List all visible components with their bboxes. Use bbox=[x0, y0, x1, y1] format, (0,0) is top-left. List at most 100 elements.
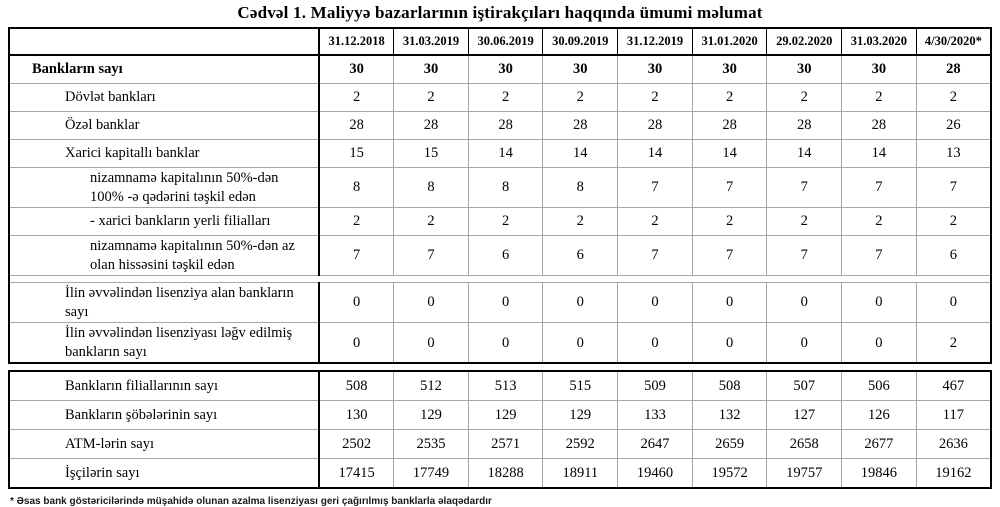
table-row: Dövlət bankları 2 2 2 2 2 2 2 2 2 bbox=[8, 83, 992, 112]
cell-value: 2 bbox=[542, 207, 619, 237]
cell-value: 0 bbox=[617, 322, 693, 364]
cell-value: 28 bbox=[841, 111, 917, 140]
table-row: nizamnamə kapitalının 50%-dən 100% -ə qə… bbox=[8, 166, 992, 209]
cell-value: 2 bbox=[841, 83, 917, 112]
row-label: nizamnamə kapitalının 50%-dən az olan hi… bbox=[8, 235, 320, 277]
cell-value: 6 bbox=[467, 235, 544, 277]
row-label: Bankların sayı bbox=[8, 54, 320, 84]
cell-value: 0 bbox=[841, 282, 917, 324]
cell-value: 0 bbox=[542, 282, 619, 324]
cell-value: 30 bbox=[691, 54, 768, 84]
financial-participants-table: 31.12.2018 31.03.2019 30.06.2019 30.09.2019… bbox=[8, 27, 992, 365]
cell-value: 19572 bbox=[691, 458, 768, 489]
cell-value: 28 bbox=[915, 54, 992, 84]
column-header: 31.12.2018 bbox=[318, 27, 395, 56]
cell-value: 129 bbox=[467, 400, 544, 431]
cell-value: 15 bbox=[393, 139, 469, 168]
cell-value: 14 bbox=[617, 139, 693, 168]
column-header: 31.01.2020 bbox=[691, 27, 768, 56]
row-label: Bankların filiallarının sayı bbox=[8, 370, 320, 402]
cell-value: 0 bbox=[467, 282, 544, 324]
cell-value: 17415 bbox=[318, 458, 395, 489]
cell-value: 506 bbox=[841, 370, 917, 402]
cell-value: 14 bbox=[542, 139, 619, 168]
cell-value: 132 bbox=[691, 400, 768, 431]
cell-value: 127 bbox=[766, 400, 843, 431]
table-row: İlin əvvəlindən lisenziya alan bankların… bbox=[8, 282, 992, 324]
cell-value: 17749 bbox=[393, 458, 469, 489]
cell-value: 0 bbox=[318, 322, 395, 364]
cell-value: 2502 bbox=[318, 429, 395, 460]
cell-value: 6 bbox=[542, 235, 619, 277]
cell-value: 0 bbox=[467, 322, 544, 364]
cell-value: 0 bbox=[318, 282, 395, 324]
cell-value: 2636 bbox=[915, 429, 992, 460]
cell-value: 513 bbox=[467, 370, 544, 402]
cell-value: 0 bbox=[766, 282, 843, 324]
cell-value: 14 bbox=[691, 139, 768, 168]
cell-value: 2 bbox=[915, 83, 992, 112]
cell-value: 467 bbox=[915, 370, 992, 402]
cell-value: 28 bbox=[766, 111, 843, 140]
cell-value: 2 bbox=[393, 207, 469, 237]
row-label: ATM-lərin sayı bbox=[8, 429, 320, 460]
cell-value: 7 bbox=[841, 166, 917, 209]
cell-value: 18288 bbox=[467, 458, 544, 489]
table-header: 31.12.2018 31.03.2019 30.06.2019 30.09.2019… bbox=[8, 27, 992, 56]
cell-value: 7 bbox=[691, 166, 768, 209]
cell-value: 26 bbox=[915, 111, 992, 140]
cell-value: 507 bbox=[766, 370, 843, 402]
page-title: Cədvəl 1. Maliyyə bazarlarının iştirakçı… bbox=[237, 3, 763, 22]
row-label: İşçilərin sayı bbox=[8, 458, 320, 489]
cell-value: 30 bbox=[467, 54, 544, 84]
cell-value: 8 bbox=[393, 166, 469, 209]
spacer-cell bbox=[9, 275, 991, 284]
table-row: Bankların şöbələrinin sayı 130 129 129 129 13… bbox=[8, 400, 992, 431]
cell-value: 30 bbox=[841, 54, 917, 84]
cell-value: 117 bbox=[915, 400, 992, 431]
table-row: Özəl banklar 28 28 28 28 28 28 28 28 26 bbox=[8, 111, 992, 140]
cell-value: 8 bbox=[318, 166, 395, 209]
row-label: Bankların şöbələrinin sayı bbox=[8, 400, 320, 431]
table-row: İşçilərin sayı 17415 17749 18288 18911 19460 1… bbox=[8, 458, 992, 489]
cell-value: 19757 bbox=[766, 458, 843, 489]
column-header: 30.06.2019 bbox=[467, 27, 544, 56]
cell-value: 28 bbox=[617, 111, 693, 140]
table-row: İlin əvvəlindən lisenziyası ləğv edilmiş… bbox=[8, 322, 992, 364]
cell-value: 2658 bbox=[766, 429, 843, 460]
row-label: İlin əvvəlindən lisenziya alan bankların… bbox=[8, 282, 320, 324]
cell-value: 6 bbox=[915, 235, 992, 277]
cell-value: 2 bbox=[691, 83, 768, 112]
cell-value: 30 bbox=[393, 54, 469, 84]
cell-value: 2 bbox=[617, 207, 693, 237]
table-row: ATM-lərin sayı 2502 2535 2571 2592 2647 2659 26… bbox=[8, 429, 992, 460]
cell-value: 512 bbox=[393, 370, 469, 402]
cell-value: 0 bbox=[691, 322, 768, 364]
infrastructure-table: Bankların filiallarının sayı 508 512 513 515… bbox=[8, 370, 992, 490]
cell-value: 133 bbox=[617, 400, 693, 431]
cell-value: 30 bbox=[318, 54, 395, 84]
cell-value: 30 bbox=[542, 54, 619, 84]
cell-value: 19162 bbox=[915, 458, 992, 489]
cell-value: 8 bbox=[542, 166, 619, 209]
cell-value: 0 bbox=[915, 282, 992, 324]
column-header: 29.02.2020 bbox=[766, 27, 843, 56]
row-label: Xarici kapitallı banklar bbox=[8, 139, 320, 168]
table-row: - xarici bankların yerli filialları 2 2 2 2 2… bbox=[8, 207, 992, 237]
table-row: Bankların sayı 30 30 30 30 30 30 30 30 28 bbox=[8, 54, 992, 84]
cell-value: 28 bbox=[318, 111, 395, 140]
cell-value: 2 bbox=[393, 83, 469, 112]
cell-value: 2647 bbox=[617, 429, 693, 460]
cell-value: 2 bbox=[691, 207, 768, 237]
cell-value: 2 bbox=[467, 207, 544, 237]
cell-value: 7 bbox=[617, 166, 693, 209]
row-label: nizamnamə kapitalının 50%-dən 100% -ə qə… bbox=[8, 166, 320, 209]
cell-value: 13 bbox=[915, 139, 992, 168]
cell-value: 0 bbox=[542, 322, 619, 364]
cell-value: 2 bbox=[617, 83, 693, 112]
cell-value: 18911 bbox=[542, 458, 619, 489]
cell-value: 2535 bbox=[393, 429, 469, 460]
column-header: 31.12.2019 bbox=[617, 27, 693, 56]
cell-value: 14 bbox=[766, 139, 843, 168]
spacer-row bbox=[9, 275, 991, 284]
